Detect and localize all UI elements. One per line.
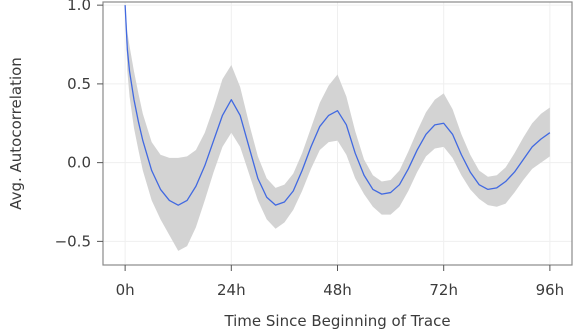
x-tick-label: 72h: [429, 281, 458, 299]
y-tick-label: 0.0: [67, 154, 91, 172]
mean-autocorrelation-line: [124, 5, 551, 206]
x-axis-ticks: 0h 24h 48h 72h 96h: [116, 265, 565, 299]
x-axis-label: Time Since Beginning of Trace: [223, 312, 450, 330]
x-tick-label: 48h: [323, 281, 352, 299]
confidence-band-layer: [125, 5, 550, 251]
mean-line-layer: [124, 5, 551, 206]
y-tick-label: 0.5: [67, 75, 91, 93]
x-tick-label: 0h: [116, 281, 135, 299]
y-axis-ticks: −0.5 0.0 0.5 1.0: [55, 0, 103, 250]
y-tick-label: 1.0: [67, 0, 91, 14]
confidence-band: [125, 5, 550, 251]
x-tick-label: 96h: [536, 281, 565, 299]
y-tick-label: −0.5: [55, 232, 91, 250]
x-tick-label: 24h: [217, 281, 246, 299]
y-axis-label: Avg. Autocorrelation: [7, 57, 25, 210]
